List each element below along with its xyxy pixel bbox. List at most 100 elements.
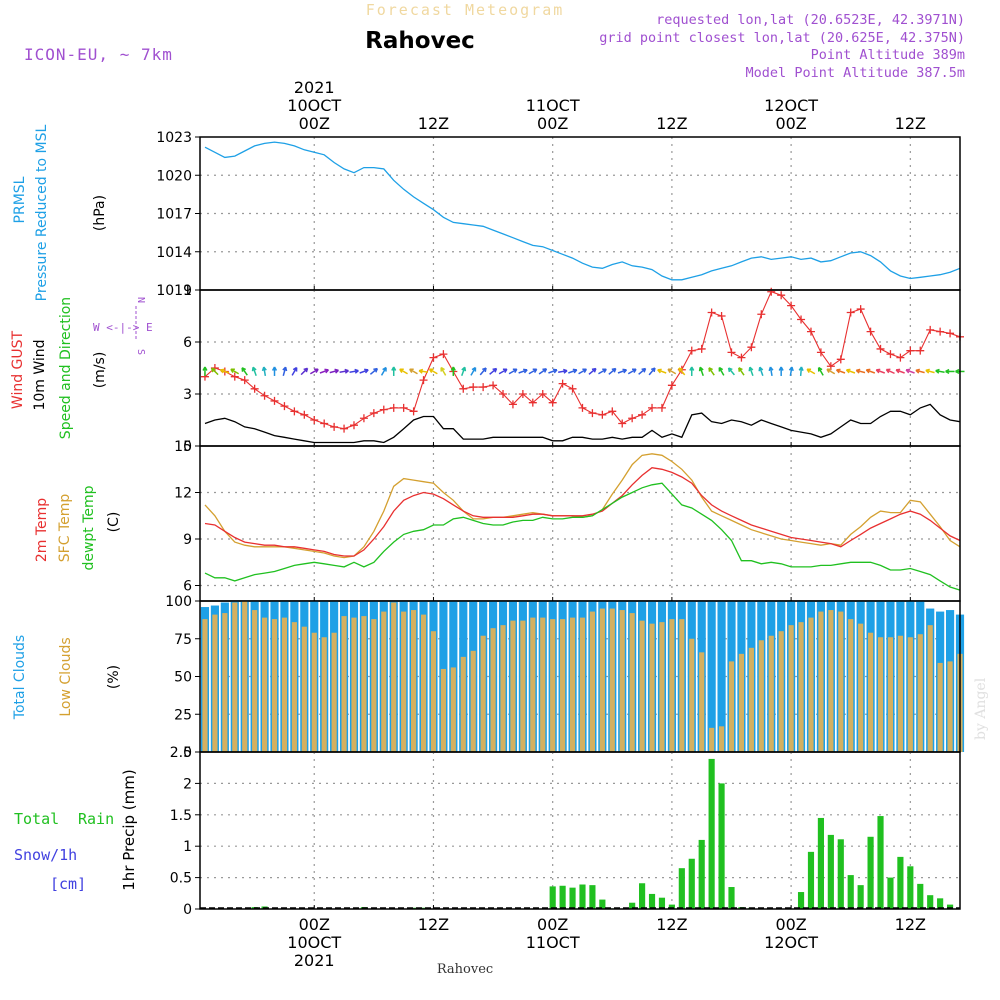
low-cloud-bar	[798, 622, 804, 752]
low-cloud-bar	[540, 617, 546, 752]
wind-arrow-head	[563, 368, 568, 374]
wind-arrow-head	[778, 366, 784, 371]
low-cloud-bar	[649, 623, 655, 752]
precip-bar	[877, 816, 884, 909]
wind-direction-arrow	[845, 368, 856, 374]
precip-bar	[817, 817, 824, 909]
wind-speed-line	[204, 403, 961, 444]
pressure-label-prmsl: PRMSL	[12, 176, 28, 223]
wind-arrow-head	[582, 368, 588, 374]
low-cloud-bar	[460, 656, 466, 752]
wind-gust-marker	[856, 305, 865, 314]
low-cloud-bar	[728, 661, 735, 752]
wind-direction-arrow	[479, 367, 487, 376]
model-altitude: Model Point Altitude 387.5m	[746, 65, 965, 81]
wind-gust-marker	[528, 398, 537, 407]
wind-arrow-head	[303, 367, 309, 373]
wind-gust-marker	[389, 403, 398, 412]
wind-gust-marker	[916, 346, 925, 355]
wind-gust-marker	[767, 287, 776, 296]
wind-arrow-head	[738, 367, 743, 372]
wind-gust-marker	[926, 325, 935, 334]
wind-direction-arrow	[329, 368, 339, 374]
wind-gust-marker	[906, 346, 915, 355]
wind-arrow-head	[241, 367, 247, 372]
top-time-axis: 2021 10OCT 00Z 12Z 11OCT 00Z 12Z 12OCT 00Z 12Z	[287, 78, 926, 133]
compass-we: W <-|-> E	[93, 321, 153, 334]
pressure-line	[204, 141, 961, 281]
low-cloud-bar	[877, 637, 884, 752]
low-cloud-bar	[699, 652, 705, 752]
wind-label-10m: 10m Wind	[32, 339, 48, 410]
wind-direction-arrow	[399, 368, 408, 375]
wind-gust-marker	[936, 327, 945, 336]
precip-bar	[599, 899, 606, 909]
precip-bar	[549, 886, 556, 909]
wind-arrow-head	[382, 366, 387, 372]
wind-gust-marker	[439, 350, 448, 359]
wind-arrow-head	[727, 367, 733, 373]
ytick-label: 1.5	[170, 808, 192, 824]
wind-gust-marker	[538, 390, 547, 398]
wind-direction-arrow	[617, 368, 628, 374]
ytick-label: 3	[183, 387, 192, 403]
low-cloud-bar	[579, 617, 586, 752]
precip-bar	[857, 885, 864, 909]
panel-pressure: 1011 1014 1017 1020 1023	[156, 130, 961, 299]
wind-arrow-head	[875, 368, 881, 374]
total-cloud-bar	[707, 601, 716, 752]
temp-label-sfc: SFC Temp	[57, 494, 73, 563]
precip-bar	[847, 875, 854, 909]
compass-n: N	[135, 297, 146, 303]
wind-gust-marker	[469, 383, 478, 392]
wind-arrow-head	[748, 366, 754, 372]
wind-gust-marker	[340, 424, 349, 433]
wind-direction-arrow	[778, 366, 784, 376]
wind-arrow-head	[461, 366, 467, 372]
wind-arrow-head	[955, 368, 960, 375]
low-cloud-bar	[560, 619, 566, 752]
wind-arrow-head	[282, 366, 288, 372]
wind-arrow-head	[251, 366, 257, 372]
wind-direction-arrow	[508, 368, 518, 375]
wind-gust-marker	[349, 421, 358, 430]
low-cloud-bar	[599, 608, 605, 752]
low-cloud-bar	[281, 617, 288, 752]
precip-bar	[728, 887, 735, 909]
wind-arrow-head	[945, 368, 950, 375]
low-cloud-bar	[897, 635, 903, 752]
wind-direction-arrow	[865, 368, 876, 374]
low-cloud-bar	[520, 620, 526, 752]
model-label: ICON-EU, ~ 7km	[24, 45, 173, 64]
wind-direction-arrow	[380, 366, 387, 376]
wind-arrow-head	[399, 368, 404, 374]
wind-direction-arrow	[211, 367, 219, 376]
precip-label-total: Total	[14, 810, 59, 828]
low-cloud-bar	[331, 632, 337, 752]
wind-gust-marker	[280, 402, 289, 411]
precip-bar	[678, 868, 685, 909]
precip-bar	[708, 758, 715, 909]
ytick-label: 2.5	[170, 745, 192, 761]
wind-direction-arrow	[657, 368, 667, 374]
wind-arrow-head	[492, 367, 498, 373]
ytick-label: 1011	[156, 283, 192, 299]
wind-gust-marker	[379, 405, 388, 414]
precip-label-rain: Rain	[78, 810, 114, 828]
low-cloud-bar	[500, 625, 506, 752]
wind-direction-arrow	[230, 368, 240, 375]
wind-gust-marker	[250, 384, 259, 393]
precip-bar	[897, 856, 904, 909]
wind-gust-marker	[548, 398, 557, 407]
wind-arrow-head	[512, 368, 518, 374]
total-cloud-bar	[717, 601, 726, 752]
ytick-label: 1014	[156, 245, 192, 261]
wind-arrow-head	[502, 368, 508, 374]
low-cloud-bar	[619, 610, 625, 752]
low-cloud-bar	[252, 610, 258, 752]
precip-bar	[629, 902, 636, 909]
wind-gust-marker	[330, 422, 339, 431]
precip-bar	[946, 904, 954, 909]
precip-bar	[907, 866, 914, 909]
wind-gust-marker	[777, 291, 786, 300]
